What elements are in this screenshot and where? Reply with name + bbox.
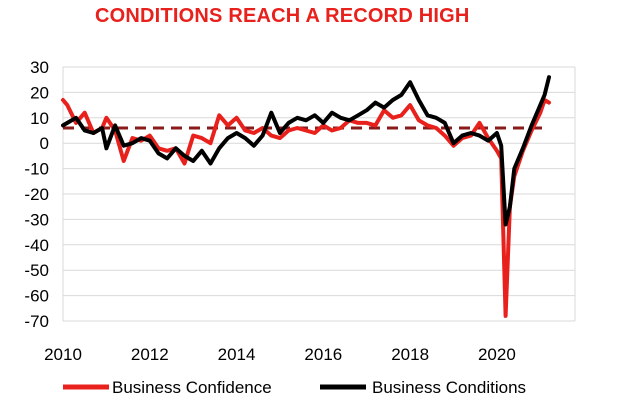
x-tick-label: 2014 xyxy=(218,345,256,364)
chart-title: CONDITIONS REACH A RECORD HIGH xyxy=(95,5,470,27)
x-axis-tick-labels: 2010 2012 2014 2016 2018 2020 xyxy=(44,345,516,364)
x-tick-label: 2012 xyxy=(131,345,169,364)
legend: Business Confidence Business Conditions xyxy=(63,378,526,397)
y-tick-label: 10 xyxy=(30,109,49,128)
series-line xyxy=(61,75,551,227)
legend-label: Business Confidence xyxy=(112,378,272,397)
y-tick-label: 30 xyxy=(30,58,49,77)
x-tick-label: 2020 xyxy=(478,345,516,364)
series-1 xyxy=(61,98,551,318)
gridlines xyxy=(62,66,576,322)
y-tick-label: -50 xyxy=(24,261,49,280)
y-tick-label: -70 xyxy=(24,312,49,331)
series-2 xyxy=(61,75,551,227)
series-line xyxy=(61,98,551,318)
y-tick-label: 0 xyxy=(40,134,49,153)
y-tick-label: -20 xyxy=(24,185,49,204)
y-tick-label: -30 xyxy=(24,210,49,229)
y-tick-label: -40 xyxy=(24,236,49,255)
x-tick-label: 2010 xyxy=(44,345,82,364)
y-tick-label: -60 xyxy=(24,287,49,306)
y-tick-label: 20 xyxy=(30,83,49,102)
y-axis-tick-labels: 30 20 10 0 -10 -20 -30 -40 -50 -60 -70 xyxy=(24,58,49,331)
x-tick-label: 2016 xyxy=(304,345,342,364)
x-tick-label: 2018 xyxy=(391,345,429,364)
y-tick-label: -10 xyxy=(24,160,49,179)
series-layer xyxy=(61,75,551,318)
legend-label: Business Conditions xyxy=(372,378,526,397)
